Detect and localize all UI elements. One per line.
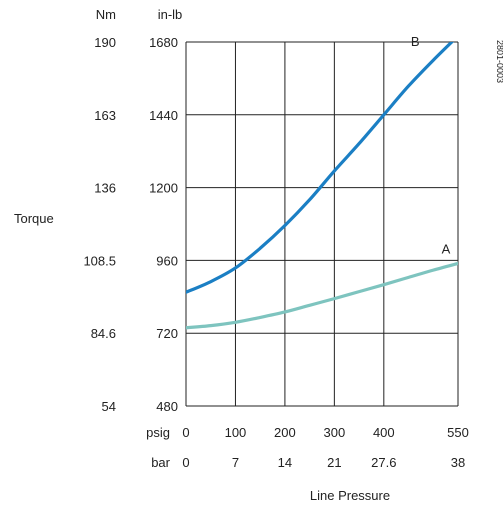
- plot-grid: [185, 41, 459, 407]
- labels: Nm 54 84.6 108.5 136 163 190 in-lb 480 720 960 1200…: [83, 7, 468, 470]
- curve-A: [186, 261, 458, 330]
- y-tick-label-Nm: 190: [94, 35, 116, 50]
- x-tick-label-psig: 400: [373, 425, 395, 440]
- y-tick-label-in-lb: 1680: [149, 35, 178, 50]
- x-axis-unit-psig: psig: [146, 425, 170, 440]
- y-axis-unit-in-lb: in-lb: [158, 7, 183, 22]
- x-tick-label-bar: 0: [182, 455, 189, 470]
- x-tick-label-psig: 300: [324, 425, 346, 440]
- curve-B: [186, 42, 455, 294]
- y-tick-label-in-lb: 720: [156, 326, 178, 341]
- x-tick-label-bar: 14: [278, 455, 292, 470]
- x-tick-label-bar: 7: [232, 455, 239, 470]
- x-axis-unit-bar: bar: [151, 455, 170, 470]
- y-tick-label-in-lb: 1440: [149, 108, 178, 123]
- x-tick-label-bar: 38: [451, 455, 465, 470]
- x-tick-label-bar: 27.6: [371, 455, 396, 470]
- y-tick-label-Nm: 84.6: [91, 326, 116, 341]
- figure-code: 2801-0003: [495, 40, 503, 83]
- y-tick-label-Nm: 108.5: [83, 253, 116, 268]
- y-tick-label-in-lb: 960: [156, 253, 178, 268]
- series-label-A: A: [442, 241, 451, 256]
- y-tick-label-in-lb: 1200: [149, 181, 178, 196]
- y-tick-label-Nm: 54: [102, 399, 116, 414]
- curves: [186, 42, 458, 330]
- y-tick-label-in-lb: 480: [156, 399, 178, 414]
- y-tick-label-Nm: 136: [94, 181, 116, 196]
- y-axis-title: Torque: [14, 211, 54, 226]
- x-axis-title: Line Pressure: [310, 488, 390, 503]
- series-label-B: B: [411, 34, 420, 49]
- y-tick-label-Nm: 163: [94, 108, 116, 123]
- x-tick-label-psig: 200: [274, 425, 296, 440]
- x-tick-label-bar: 21: [327, 455, 341, 470]
- y-axis-unit-Nm: Nm: [96, 7, 116, 22]
- x-tick-label-psig: 550: [447, 425, 469, 440]
- x-tick-label-psig: 0: [182, 425, 189, 440]
- x-tick-label-psig: 100: [225, 425, 247, 440]
